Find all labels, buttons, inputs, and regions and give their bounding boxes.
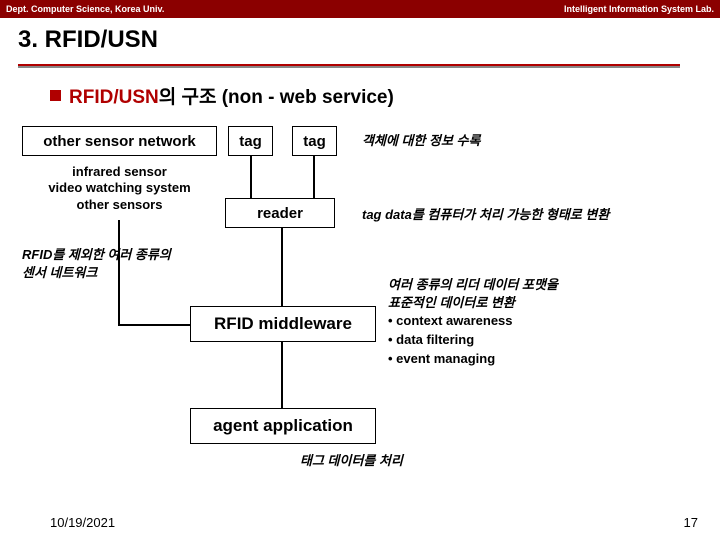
line-tag2-reader [313, 156, 315, 198]
header-right: Intelligent Information System Lab. [564, 4, 714, 14]
sublabel-3: other sensors [22, 197, 217, 213]
header-bar: Dept. Computer Science, Korea Univ. Inte… [0, 0, 720, 18]
box-tag1-label: tag [239, 133, 262, 150]
anno-osn-1: RFID를 제외한 여러 종류의 [22, 246, 171, 264]
sublabel-2: video watching system [22, 180, 217, 196]
diagram-area: RFID/USN의 구조 (non - web service) other s… [0, 68, 720, 538]
box-tag2-label: tag [303, 133, 326, 150]
mw-feat-b: data filtering [388, 331, 513, 350]
box-agent-application: agent application [190, 408, 376, 444]
mw-feat-a: context awareness [388, 312, 513, 331]
title-area: 3. RFID/USN [0, 18, 720, 58]
box-other-sensor-network: other sensor network [22, 126, 217, 156]
slide-title: 3. RFID/USN [18, 26, 702, 54]
anno-osn: RFID를 제외한 여러 종류의 센서 네트워크 [22, 246, 171, 281]
anno-osn-2: 센서 네트워크 [22, 264, 171, 282]
line-reader-mw [281, 228, 283, 306]
anno-mw-1: 여러 종류의 리더 데이터 포맷을 [388, 276, 558, 294]
header-left: Dept. Computer Science, Korea Univ. [6, 4, 164, 14]
bullet-icon [50, 90, 61, 101]
box-osn-label: other sensor network [43, 133, 196, 150]
mw-feat-c: event managing [388, 350, 513, 369]
osn-sublabels: infrared sensor video watching system ot… [22, 164, 217, 213]
box-mw-label: RFID middleware [214, 314, 352, 334]
mw-feature-list: context awareness data filtering event m… [388, 312, 513, 369]
line-tag1-reader [250, 156, 252, 198]
anno-mw: 여러 종류의 리더 데이터 포맷을 표준적인 데이터로 변환 [388, 276, 558, 311]
box-reader: reader [225, 198, 335, 228]
subtitle-text: RFID/USN의 구조 (non - web service) [69, 82, 394, 109]
anno-reader: tag data를 컴퓨터가 처리 가능한 형태로 변환 [362, 204, 609, 223]
box-tag-1: tag [228, 126, 273, 156]
line-mw-agent [281, 342, 283, 408]
sublabel-1: infrared sensor [22, 164, 217, 180]
subtitle-rest: 의 구조 (non - web service) [159, 87, 394, 108]
footer-page: 17 [684, 515, 698, 530]
line-osn-h [118, 324, 190, 326]
footer-date: 10/19/2021 [50, 515, 115, 530]
box-reader-label: reader [257, 205, 303, 222]
box-rfid-middleware: RFID middleware [190, 306, 376, 342]
anno-agent: 태그 데이터를 처리 [300, 450, 403, 469]
anno-mw-2: 표준적인 데이터로 변환 [388, 294, 558, 312]
box-agent-label: agent application [213, 416, 353, 436]
box-tag-2: tag [292, 126, 337, 156]
subtitle-red: RFID/USN [69, 87, 159, 108]
subtitle: RFID/USN의 구조 (non - web service) [50, 82, 394, 109]
anno-tag: 객체에 대한 정보 수록 [362, 130, 480, 149]
